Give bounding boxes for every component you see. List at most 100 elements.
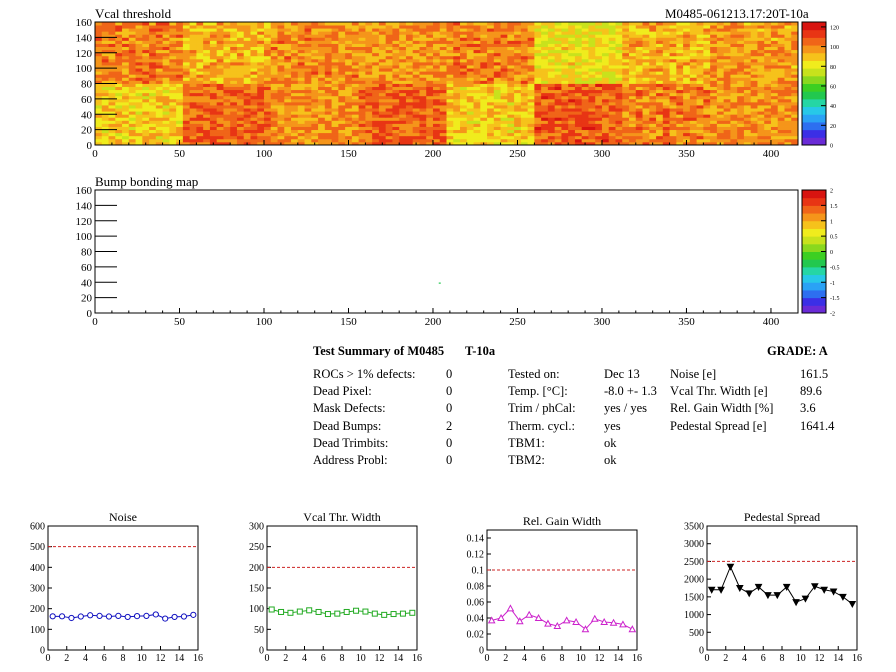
vcal-cell xyxy=(656,105,664,109)
y-tick-label: 50 xyxy=(254,625,264,636)
vcal-cell xyxy=(581,71,589,75)
vcal-cell xyxy=(284,71,292,75)
vcal-cell xyxy=(189,61,197,66)
vcal-cell xyxy=(493,49,501,54)
vcal-cell xyxy=(412,117,420,121)
vcal-cell xyxy=(95,86,103,91)
vcal-cell xyxy=(561,114,569,118)
vcal-cell xyxy=(500,28,508,32)
vcal-cell xyxy=(561,46,569,51)
vcal-cell xyxy=(656,22,664,26)
vcal-cell xyxy=(608,129,616,134)
vcal-cell xyxy=(453,95,461,100)
vcal-cell xyxy=(95,65,103,69)
vcal-cell xyxy=(250,61,258,66)
vcal-cell xyxy=(764,95,772,100)
vcal-cell xyxy=(683,77,691,81)
vcal-cell xyxy=(656,43,664,47)
vcal-cell xyxy=(101,25,109,29)
vcal-cell xyxy=(291,77,299,81)
vcal-cell xyxy=(263,98,272,103)
vcal-cell xyxy=(534,141,542,146)
vcal-cell xyxy=(358,111,366,115)
vcal-cell xyxy=(716,61,725,66)
vcal-cell xyxy=(595,28,603,32)
data-point xyxy=(115,612,122,620)
vcal-cell xyxy=(250,135,258,140)
vcal-cell xyxy=(581,65,589,69)
vcal-cell xyxy=(405,25,414,29)
vcal-cell xyxy=(581,46,589,51)
vcal-cell xyxy=(608,114,616,118)
vcal-cell xyxy=(656,40,664,44)
vcal-cell xyxy=(372,37,380,41)
vcal-cell xyxy=(372,117,380,121)
vcal-cell xyxy=(405,61,414,66)
vcal-cell xyxy=(723,86,731,91)
vcal-cell xyxy=(791,34,799,38)
vcal-cell xyxy=(236,80,245,84)
vcal-cell xyxy=(392,135,400,140)
vcal-cell xyxy=(453,105,461,109)
vcal-cell xyxy=(547,120,556,124)
x-tick-label: 350 xyxy=(678,148,695,160)
vcal-cell xyxy=(574,98,583,103)
vcal-cell xyxy=(203,52,211,57)
vcal-cell xyxy=(791,105,799,109)
vcal-cell xyxy=(257,31,265,35)
vcal-cell xyxy=(169,31,177,35)
vcal-cell xyxy=(696,95,704,100)
vcal-cell xyxy=(277,55,285,60)
vcal-cell xyxy=(547,105,556,109)
vcal-cell xyxy=(439,126,447,131)
vcal-cell xyxy=(108,83,116,87)
vcal-cell xyxy=(574,114,583,118)
vcal-cell xyxy=(338,95,346,100)
vcal-cell xyxy=(115,68,123,72)
vcal-cell xyxy=(331,108,339,112)
vcal-cell xyxy=(432,135,441,140)
vcal-cell xyxy=(649,40,657,44)
vcal-cell xyxy=(622,95,630,100)
vcal-cell xyxy=(514,43,522,47)
vcal-cell xyxy=(155,129,163,134)
vcal-cell xyxy=(243,40,251,44)
vcal-cell xyxy=(135,105,143,109)
vcal-cell xyxy=(162,34,170,38)
vcal-cell xyxy=(405,80,414,84)
palette-tick-label: 60 xyxy=(830,84,836,90)
vcal-cell xyxy=(642,71,650,75)
vcal-cell xyxy=(95,22,103,26)
vcal-cell xyxy=(392,132,400,137)
vcal-cell xyxy=(683,114,691,118)
vcal-cell xyxy=(345,71,353,75)
vcal-cell xyxy=(196,43,204,47)
vcal-cell xyxy=(608,58,616,63)
vcal-cell xyxy=(263,83,272,87)
x-tick-label: 8 xyxy=(780,653,785,664)
vcal-cell xyxy=(487,61,495,66)
vcal-cell xyxy=(453,89,461,94)
vcal-cell xyxy=(764,46,772,51)
vcal-cell xyxy=(405,52,414,57)
vcal-cell xyxy=(480,89,488,94)
vcal-cell xyxy=(108,89,116,94)
vcal-cell xyxy=(608,98,616,103)
vcal-cell xyxy=(527,68,535,72)
vcal-cell xyxy=(122,77,130,81)
vcal-cell xyxy=(527,80,535,84)
vcal-cell xyxy=(223,89,231,94)
vcal-cell xyxy=(554,120,562,124)
palette-swatch xyxy=(802,197,826,206)
vcal-cell xyxy=(345,43,353,47)
vcal-cell xyxy=(419,105,427,109)
vcal-cell xyxy=(304,25,312,29)
vcal-cell xyxy=(128,22,136,26)
vcal-cell xyxy=(750,46,758,51)
vcal-cell xyxy=(128,98,136,103)
vcal-cell xyxy=(777,43,785,47)
vcal-cell xyxy=(514,71,522,75)
vcal-cell xyxy=(189,34,197,38)
vcal-cell xyxy=(250,43,258,47)
vcal-cell xyxy=(696,40,704,44)
